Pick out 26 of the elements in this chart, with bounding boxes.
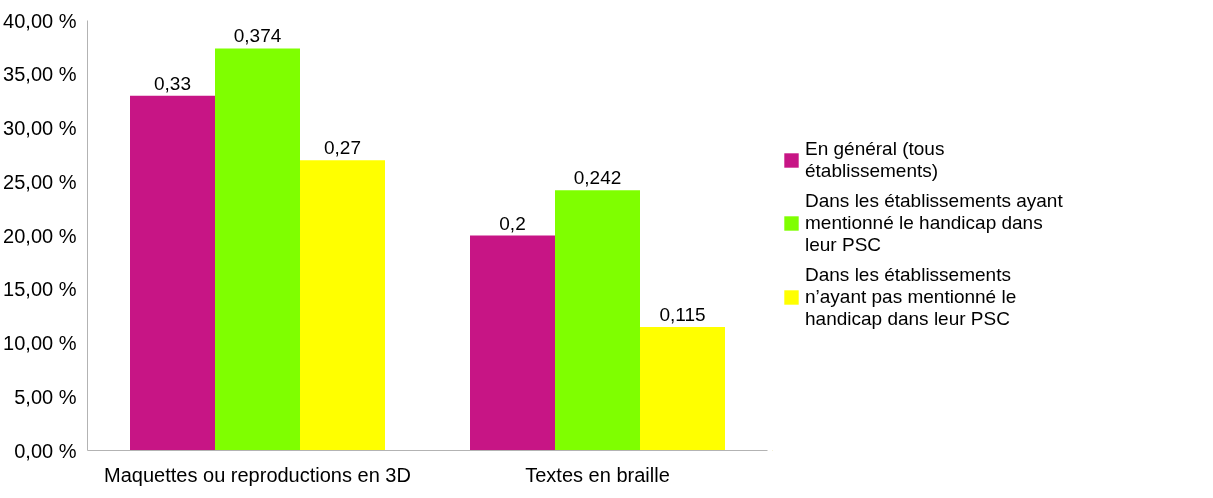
bar	[555, 190, 640, 451]
bar	[640, 326, 725, 451]
bar	[470, 235, 555, 451]
data-label: 0,374	[233, 25, 282, 47]
data-label: 0,115	[659, 303, 706, 325]
bar	[215, 48, 300, 451]
data-label: 0,33	[154, 72, 191, 94]
data-label: 0,27	[324, 137, 361, 159]
legend-label: En général (tous établissements)	[805, 138, 945, 182]
y-tick-label: 20,00 %	[3, 224, 77, 247]
bar	[130, 95, 215, 451]
y-tick-label: 25,00 %	[3, 170, 77, 193]
y-tick-label: 15,00 %	[3, 278, 77, 301]
data-label: 0,2	[499, 212, 526, 234]
data-label: 0,242	[573, 167, 622, 189]
bar	[300, 160, 385, 451]
x-tick-label: Textes en braille	[525, 463, 670, 486]
legend-label: Dans les établissements ayant mentionné le handicap dans leur PSC	[805, 190, 1063, 256]
y-tick-label: 40,00 %	[3, 9, 77, 32]
y-tick-label: 10,00 %	[3, 332, 77, 354]
y-tick-label: 35,00 %	[3, 63, 77, 86]
y-tick-label: 30,00 %	[3, 117, 77, 139]
y-tick-label: 0,00 %	[14, 439, 77, 462]
x-tick-label: Maquettes ou reproductions en 3D	[104, 463, 411, 486]
legend-label: Dans les établissements n’ayant pas mentionné le handicap dans leur PSC	[805, 264, 1017, 330]
y-tick-label: 5,00 %	[14, 385, 77, 408]
